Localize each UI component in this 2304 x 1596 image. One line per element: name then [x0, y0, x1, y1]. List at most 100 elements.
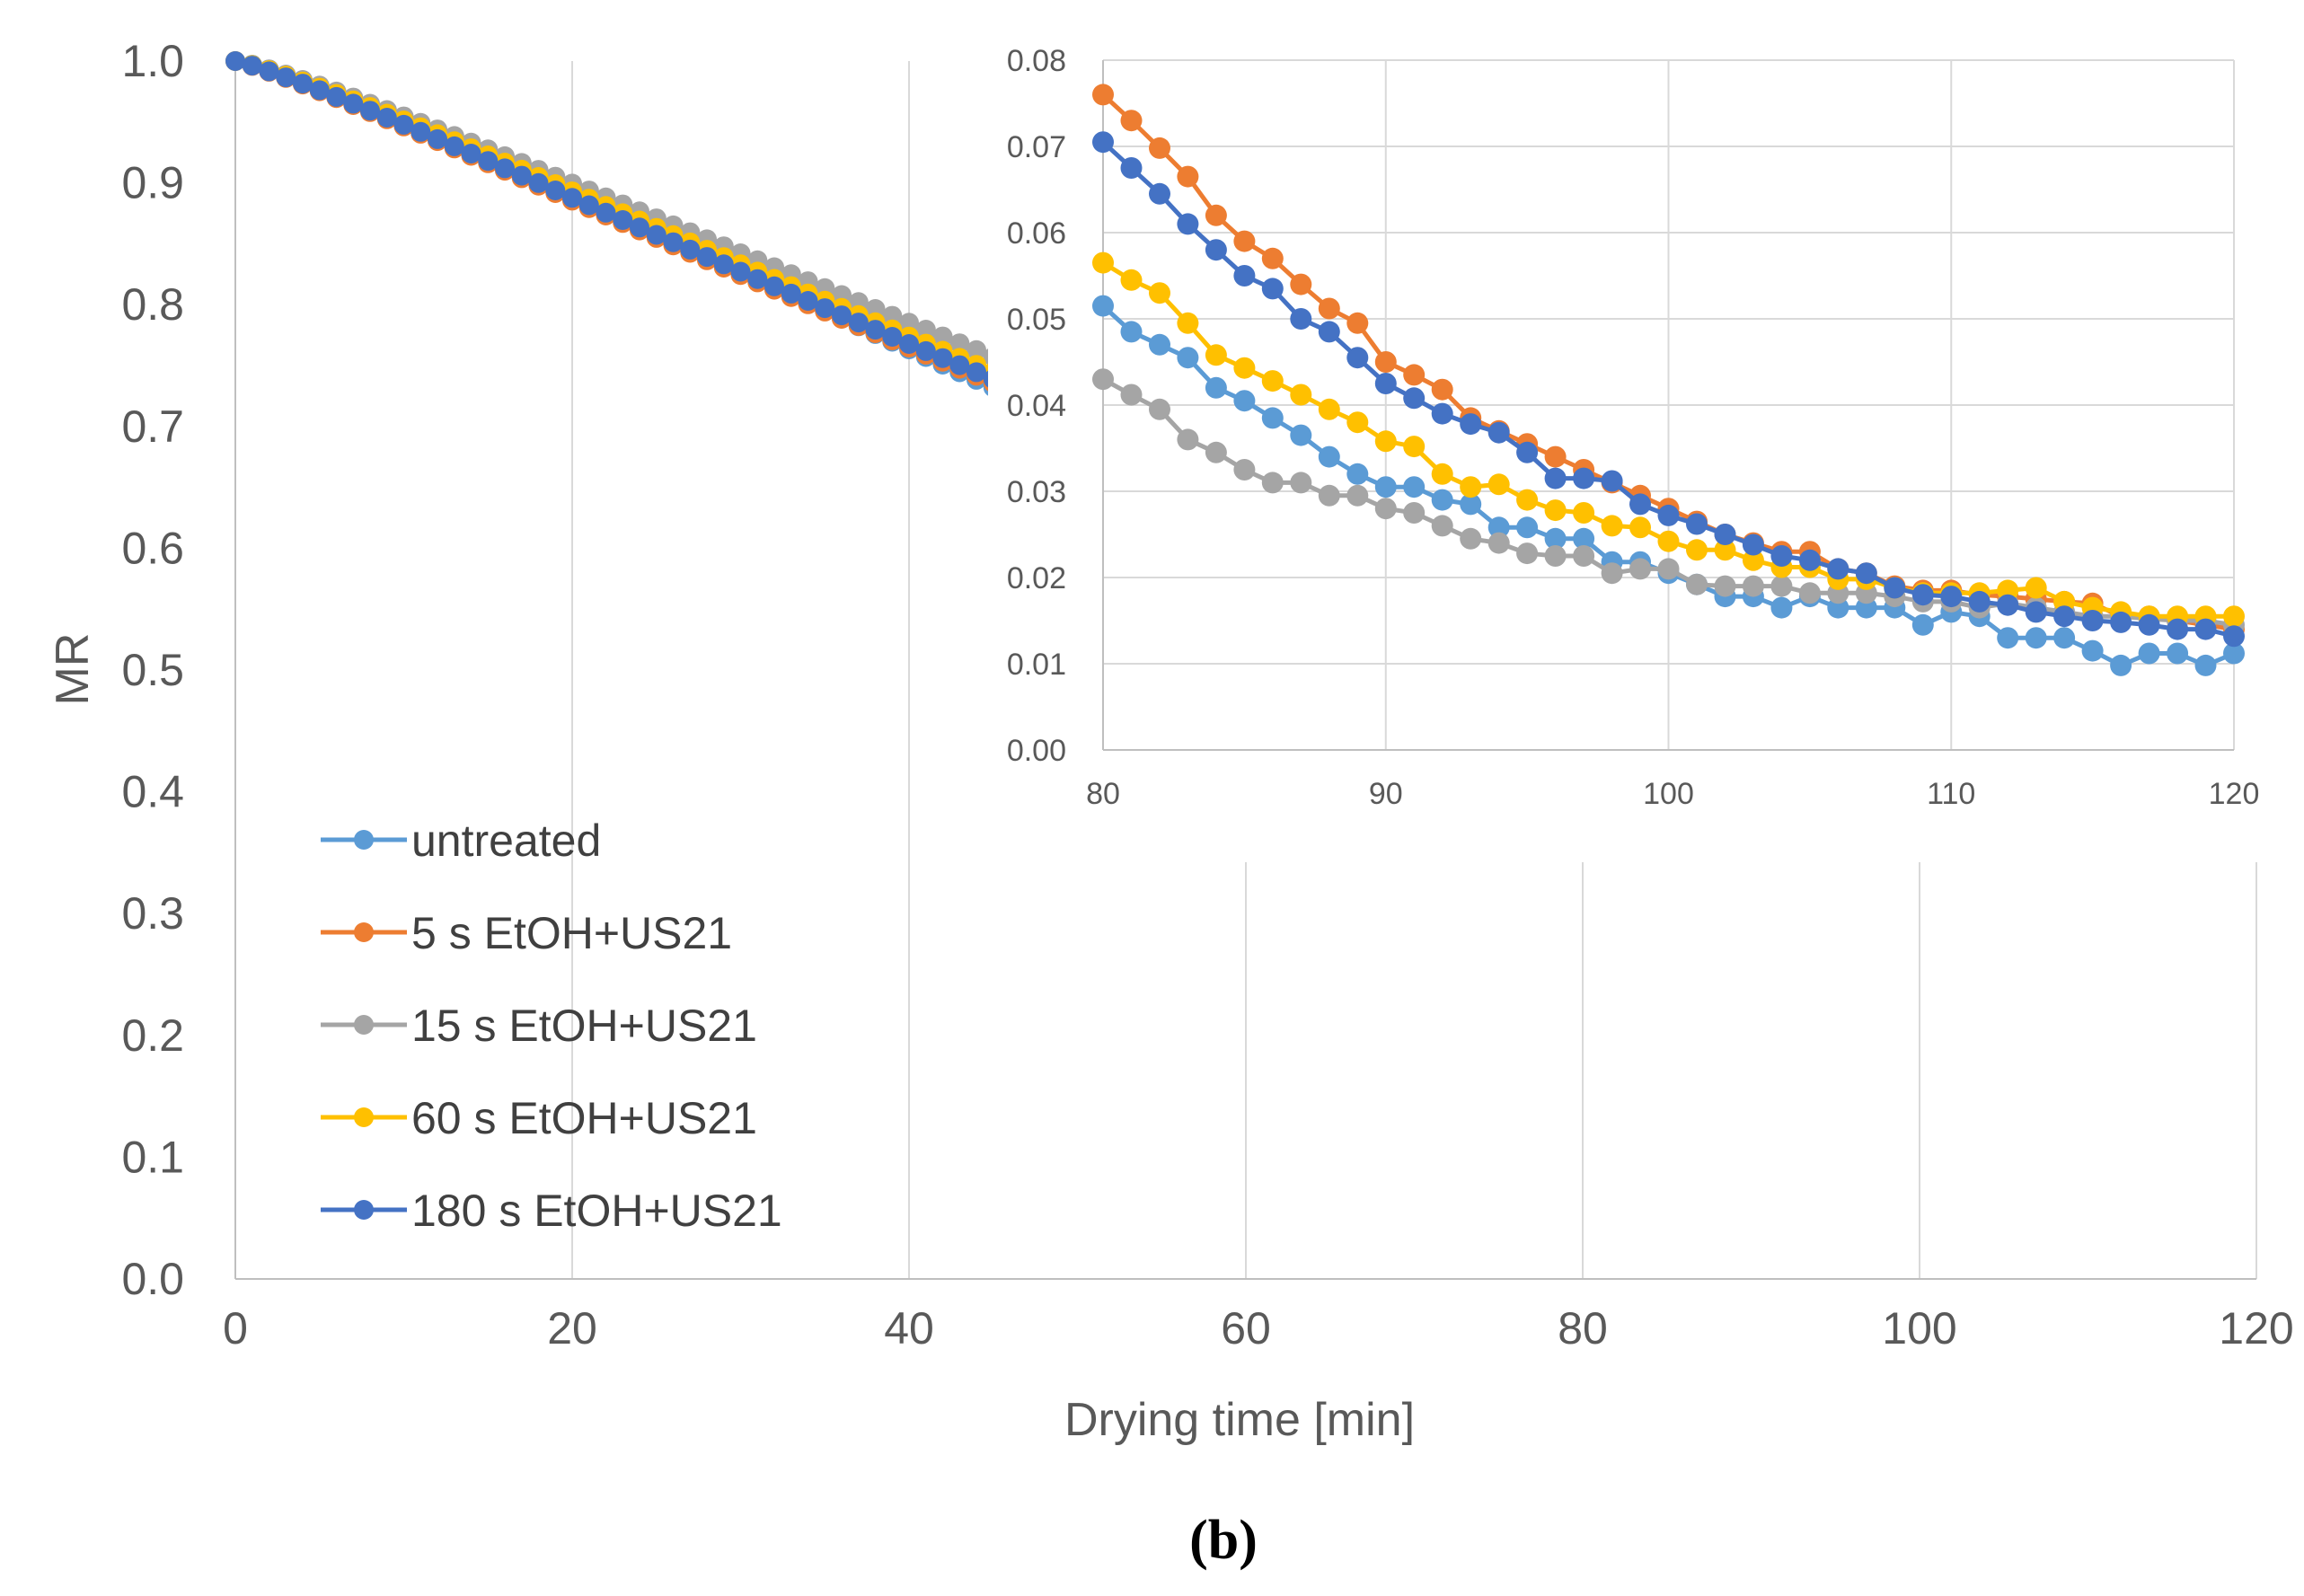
data-point [259, 61, 279, 82]
data-point [596, 202, 616, 223]
inset-data-point [1290, 384, 1312, 406]
y-tick-label: 0.7 [121, 401, 184, 452]
inset-data-point [1487, 532, 1510, 554]
data-point [932, 348, 953, 368]
inset-data-point [1431, 489, 1453, 511]
data-point [781, 283, 801, 304]
inset-data-point [1261, 278, 1284, 300]
data-point [949, 333, 970, 354]
data-point [764, 276, 784, 296]
inset-data-point [1544, 499, 1567, 522]
main-axes [234, 61, 2256, 1280]
inset-data-point [1686, 573, 1708, 595]
inset-data-point [1346, 411, 1369, 434]
inset-data-point [1742, 575, 1764, 597]
inset-data-point [1120, 321, 1143, 343]
data-point [410, 121, 431, 142]
inset-data-point [1318, 321, 1340, 343]
inset-data-point [1233, 230, 1256, 252]
inset-data-point [1911, 584, 1934, 606]
inset-data-point [1544, 467, 1567, 489]
inset-data-point [1374, 430, 1397, 453]
inset-data-point [1573, 545, 1595, 567]
inset-data-point [2223, 642, 2245, 665]
inset-y-tick-label: 0.08 [1007, 44, 1066, 78]
inset-data-point [1177, 428, 1199, 451]
data-point [376, 108, 397, 128]
inset-y-tick-label: 0.03 [1007, 475, 1066, 509]
inset-series-180-s-etoh-us21 [1092, 131, 2245, 648]
x-axis-title: Drying time [min] [1064, 1394, 1415, 1446]
inset-data-point [1120, 110, 1143, 132]
inset-data-point [2025, 601, 2047, 623]
inset-data-point [1346, 463, 1369, 485]
inset-data-point [1233, 390, 1256, 412]
inset-data-point [1487, 421, 1510, 444]
inset-series-group [1092, 84, 2245, 676]
data-point [899, 313, 919, 333]
inset-data-point [2025, 577, 2047, 599]
y-tick-label: 1.0 [121, 36, 184, 86]
inset-data-point [1374, 476, 1397, 498]
inset-data-point [2223, 605, 2245, 628]
inset-data-point [1544, 545, 1567, 567]
inset-data-point [1997, 627, 2019, 649]
inset-data-point [1968, 590, 1991, 613]
inset-data-point [1092, 295, 1114, 317]
legend-label: 5 s EtOH+US21 [411, 908, 732, 958]
inset-data-point [1911, 613, 1934, 636]
legend-item-60-s-etoh-us21: 60 s EtOH+US21 [321, 1093, 757, 1143]
data-point [309, 80, 330, 101]
data-point [545, 181, 566, 200]
inset-data-point [2025, 627, 2047, 649]
inset-y-tick-label: 0.07 [1007, 130, 1066, 164]
legend-swatch-marker [354, 1107, 374, 1127]
data-point [848, 313, 869, 333]
inset-data-point [1403, 476, 1426, 498]
data-point [225, 51, 245, 71]
inset-data-point [1573, 467, 1595, 489]
data-point [461, 144, 481, 163]
legend-item-untreated: untreated [321, 816, 601, 866]
inset-data-point [2194, 618, 2217, 640]
data-point [663, 232, 684, 252]
data-point [242, 56, 262, 76]
inset-data-point [1205, 344, 1227, 366]
data-point [798, 291, 818, 311]
inset-y-tick-label: 0.06 [1007, 216, 1066, 251]
inset-data-point [1657, 530, 1680, 552]
data-point [932, 326, 953, 347]
y-tick-label: 0.0 [121, 1254, 184, 1304]
data-point [949, 355, 970, 375]
inset-data-point [1205, 239, 1227, 261]
inset-data-point [1460, 413, 1482, 436]
inset-data-point [1884, 577, 1906, 599]
legend-swatch-marker [354, 830, 374, 850]
inset-data-point [1629, 493, 1651, 516]
data-point [562, 188, 582, 208]
inset-data-point [1233, 357, 1256, 379]
inset-data-point [1601, 562, 1623, 585]
inset-data-point [1629, 558, 1651, 580]
data-point [730, 261, 751, 282]
data-point [360, 101, 380, 121]
inset-data-point [1629, 516, 1651, 539]
y-tick-label: 0.5 [121, 645, 184, 695]
data-point [428, 128, 447, 149]
inset-data-point [1374, 373, 1397, 394]
x-tick-label: 0 [223, 1303, 248, 1354]
data-point [393, 114, 414, 135]
inset-data-point [1431, 378, 1453, 401]
inset-data-point [1657, 504, 1680, 526]
y-tick-label: 0.2 [121, 1010, 184, 1061]
data-point [511, 165, 532, 186]
inset-data-point [1798, 582, 1821, 604]
inset-y-tick-label: 0.01 [1007, 648, 1066, 682]
legend-item-180-s-etoh-us21: 180 s EtOH+US21 [321, 1186, 782, 1236]
inset-data-point [2053, 627, 2076, 649]
inset-data-point [1940, 586, 1963, 608]
inset-y-tick-label: 0.04 [1007, 389, 1066, 423]
data-point [646, 225, 666, 245]
inset-data-point [1657, 558, 1680, 580]
